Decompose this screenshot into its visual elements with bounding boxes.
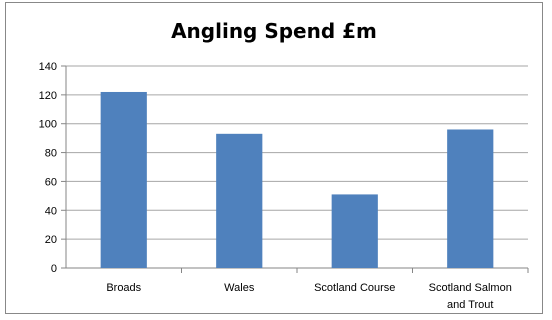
- y-tick-label: 0: [51, 263, 57, 275]
- x-tick-label: Broads: [106, 282, 141, 294]
- y-tick-label: 120: [39, 90, 57, 102]
- bar: [216, 133, 263, 268]
- y-tick-label: 100: [39, 119, 57, 131]
- x-tick-label: Scotland Course: [314, 282, 395, 294]
- bar: [331, 194, 378, 268]
- chart-title: Angling Spend £m: [171, 19, 377, 43]
- y-tick-label: 140: [39, 61, 57, 73]
- x-tick-label: Wales: [224, 282, 255, 294]
- y-tick-label: 40: [45, 205, 57, 217]
- bar: [447, 129, 494, 268]
- x-tick-label: Scotland Salmon and Trout: [429, 282, 512, 311]
- bar: [100, 91, 147, 268]
- y-tick-label: 60: [45, 176, 57, 188]
- y-tick-label: 20: [45, 234, 57, 246]
- y-tick-label: 80: [45, 148, 57, 160]
